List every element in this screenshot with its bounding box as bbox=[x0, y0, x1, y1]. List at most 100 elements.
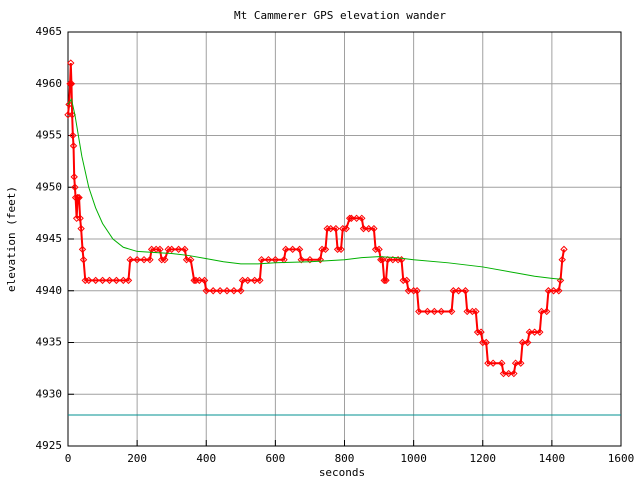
data-point bbox=[167, 245, 176, 254]
data-point bbox=[423, 307, 432, 316]
data-point bbox=[140, 255, 148, 264]
data-point bbox=[404, 287, 413, 295]
data-point bbox=[297, 255, 306, 264]
data-point bbox=[77, 224, 85, 233]
data-point bbox=[359, 224, 368, 233]
series-line bbox=[67, 98, 563, 280]
data-point bbox=[484, 359, 492, 367]
y-axis-label: elevation (feet) bbox=[5, 186, 18, 292]
data-point bbox=[549, 287, 558, 295]
data-point bbox=[238, 276, 247, 285]
data-point bbox=[200, 276, 209, 285]
data-point bbox=[342, 224, 350, 233]
y-tick-label: 4945 bbox=[36, 232, 63, 245]
data-point bbox=[68, 111, 76, 119]
data-point bbox=[525, 328, 534, 336]
data-point bbox=[316, 255, 325, 264]
data-point bbox=[190, 276, 198, 285]
data-point bbox=[174, 245, 183, 254]
data-point bbox=[244, 276, 252, 285]
data-point bbox=[237, 287, 245, 295]
data-point bbox=[161, 255, 169, 264]
data-point bbox=[498, 359, 506, 367]
data-point bbox=[250, 276, 259, 285]
data-point bbox=[510, 369, 518, 378]
data-point bbox=[454, 287, 463, 295]
chart-title: Mt Cammerer GPS elevation wander bbox=[234, 9, 446, 22]
data-point bbox=[75, 193, 83, 202]
y-tick-label: 4950 bbox=[36, 180, 63, 193]
data-point bbox=[337, 245, 345, 254]
data-point bbox=[326, 224, 335, 233]
data-point bbox=[536, 328, 544, 336]
data-point bbox=[415, 307, 423, 316]
data-point bbox=[345, 214, 354, 223]
data-point bbox=[542, 307, 551, 316]
data-point bbox=[65, 100, 73, 109]
y-tick-label: 4965 bbox=[36, 25, 63, 38]
data-point bbox=[477, 328, 485, 336]
data-point bbox=[558, 255, 566, 264]
data-point bbox=[430, 307, 439, 316]
data-point bbox=[530, 328, 539, 336]
data-point bbox=[79, 255, 88, 264]
data-point bbox=[69, 142, 78, 150]
y-tick-label: 4925 bbox=[36, 439, 63, 452]
x-tick-label: 1000 bbox=[400, 452, 427, 465]
data-point bbox=[181, 245, 189, 254]
data-point bbox=[186, 255, 195, 264]
data-point bbox=[511, 359, 520, 367]
data-point bbox=[124, 276, 133, 285]
data-point bbox=[85, 276, 93, 285]
data-point bbox=[202, 287, 210, 295]
data-point bbox=[306, 255, 314, 264]
data-point bbox=[71, 183, 79, 191]
data-point bbox=[370, 224, 378, 233]
y-tick-label: 4935 bbox=[36, 336, 63, 349]
data-point bbox=[518, 338, 527, 347]
data-point bbox=[223, 287, 231, 295]
data-point bbox=[157, 255, 166, 264]
data-point bbox=[375, 245, 383, 254]
data-point bbox=[403, 276, 411, 285]
data-point bbox=[73, 193, 82, 202]
data-point bbox=[499, 369, 508, 378]
data-point bbox=[378, 255, 387, 264]
data-point bbox=[482, 338, 490, 347]
data-point bbox=[382, 276, 390, 285]
data-point bbox=[364, 224, 373, 233]
plot-border bbox=[67, 31, 622, 447]
data-point bbox=[358, 214, 366, 223]
data-point bbox=[560, 245, 568, 254]
data-point bbox=[321, 245, 330, 254]
data-point bbox=[332, 224, 340, 233]
data-point bbox=[523, 338, 532, 347]
data-point bbox=[67, 59, 75, 67]
data-point bbox=[472, 307, 480, 316]
data-point bbox=[91, 276, 100, 285]
x-tick-label: 400 bbox=[196, 452, 216, 465]
data-point bbox=[347, 214, 356, 223]
data-point bbox=[463, 307, 471, 316]
data-point bbox=[383, 255, 392, 264]
data-point bbox=[264, 255, 273, 264]
x-tick-label: 0 bbox=[65, 452, 72, 465]
y-tick-label: 4930 bbox=[36, 387, 63, 400]
data-point bbox=[489, 359, 497, 367]
data-point bbox=[66, 80, 74, 88]
x-axis-label: seconds bbox=[319, 466, 365, 479]
data-point bbox=[537, 307, 546, 316]
data-point bbox=[133, 255, 141, 264]
data-point bbox=[449, 287, 458, 295]
data-point bbox=[295, 245, 304, 254]
data-point bbox=[216, 287, 224, 295]
x-tick-label: 800 bbox=[335, 452, 355, 465]
data-point bbox=[112, 276, 121, 285]
data-point bbox=[230, 287, 238, 295]
data-point bbox=[98, 276, 107, 285]
data-point bbox=[70, 173, 78, 181]
data-point bbox=[282, 245, 290, 254]
y-tick-label: 4940 bbox=[36, 284, 63, 297]
